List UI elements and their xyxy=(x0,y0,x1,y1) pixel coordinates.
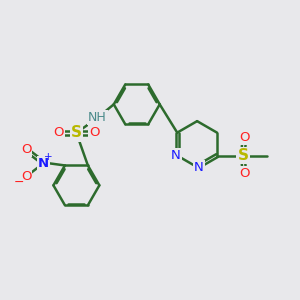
Text: O: O xyxy=(89,126,99,140)
Text: O: O xyxy=(53,126,64,140)
Text: O: O xyxy=(21,170,31,183)
Text: O: O xyxy=(239,131,250,144)
Text: S: S xyxy=(237,148,248,163)
Text: NH: NH xyxy=(88,111,107,124)
Text: N: N xyxy=(171,149,181,162)
Text: N: N xyxy=(38,157,49,169)
Text: N: N xyxy=(194,160,203,174)
Text: O: O xyxy=(21,143,31,156)
Text: +: + xyxy=(44,152,53,162)
Text: S: S xyxy=(71,125,82,140)
Text: O: O xyxy=(239,167,250,180)
Text: −: − xyxy=(14,176,24,189)
